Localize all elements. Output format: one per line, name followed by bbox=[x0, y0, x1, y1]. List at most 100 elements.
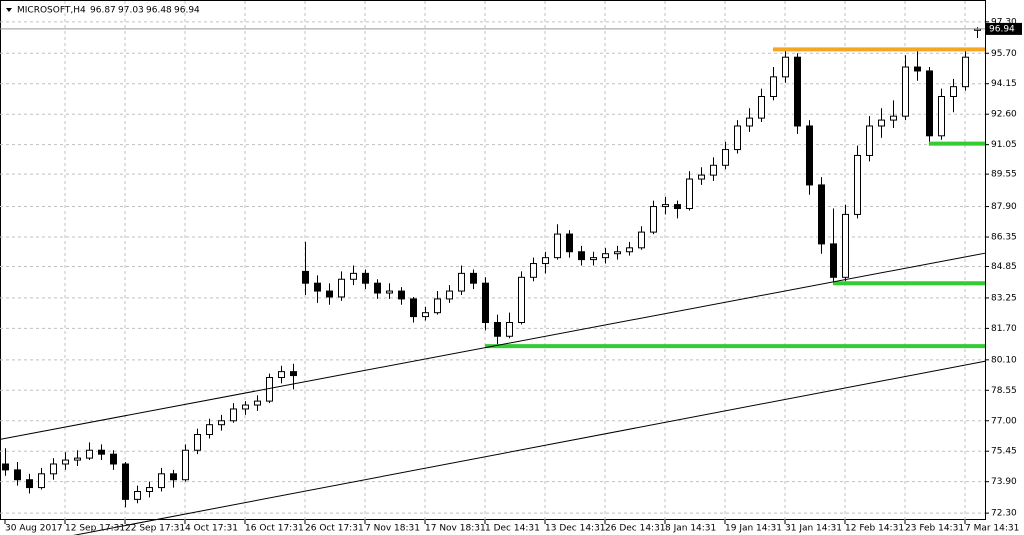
candle-body bbox=[590, 257, 597, 261]
candle-body bbox=[218, 420, 225, 426]
x-tick-label: 7 Mar 14:31 bbox=[965, 524, 1019, 534]
candle-body bbox=[146, 487, 153, 493]
candle-body bbox=[722, 149, 729, 166]
y-tick-label: 81.70 bbox=[991, 324, 1017, 334]
candle-body bbox=[434, 298, 441, 314]
y-tick-label: 97.30 bbox=[991, 17, 1017, 27]
candle-body bbox=[50, 463, 57, 475]
candle-body bbox=[650, 206, 657, 233]
candle-body bbox=[614, 251, 621, 255]
x-tick-label: 31 Jan 14:31 bbox=[785, 524, 842, 534]
candle-body bbox=[518, 276, 525, 323]
candle-body bbox=[470, 272, 477, 284]
candle-body bbox=[758, 96, 765, 119]
x-tick-label: 26 Oct 17:31 bbox=[305, 524, 364, 534]
candle-body bbox=[326, 290, 333, 298]
candle-body bbox=[398, 290, 405, 300]
candle-body bbox=[74, 457, 81, 461]
y-tick-label: 75.45 bbox=[991, 447, 1017, 457]
candle-body bbox=[914, 66, 921, 72]
candle-body bbox=[194, 434, 201, 451]
x-tick-label: 30 Aug 2017 bbox=[5, 524, 63, 534]
ohlc-high: 97.03 bbox=[118, 6, 144, 16]
candle-body bbox=[662, 204, 669, 208]
candle-body bbox=[374, 282, 381, 294]
x-tick-label: 1 Dec 14:31 bbox=[485, 524, 540, 534]
candle-body bbox=[254, 400, 261, 406]
candle-body bbox=[422, 312, 429, 318]
y-tick-label: 80.10 bbox=[991, 355, 1017, 365]
candle-body bbox=[338, 278, 345, 298]
candle-body bbox=[698, 174, 705, 180]
candle-body bbox=[362, 272, 369, 284]
candle-body bbox=[482, 282, 489, 323]
ohlc-low: 96.48 bbox=[146, 6, 172, 16]
ohlc-open: 96.87 bbox=[90, 6, 116, 16]
candle-body bbox=[830, 243, 837, 278]
candle-body bbox=[794, 56, 801, 127]
candle-body bbox=[302, 270, 309, 284]
candle-body bbox=[98, 449, 105, 455]
candle-body bbox=[926, 70, 933, 137]
candle-body bbox=[2, 463, 9, 471]
y-tick-label: 95.70 bbox=[991, 49, 1017, 59]
candle-body bbox=[86, 449, 93, 459]
candle-body bbox=[638, 231, 645, 249]
candle-body bbox=[14, 469, 21, 481]
y-tick-label: 86.35 bbox=[991, 233, 1017, 243]
x-tick-label: 16 Oct 17:31 bbox=[245, 524, 304, 534]
ohlc-close: 96.94 bbox=[174, 6, 200, 16]
marks bbox=[0, 27, 986, 535]
candle-body bbox=[26, 479, 33, 489]
candle-body bbox=[110, 453, 117, 465]
x-tick-label: 23 Feb 14:31 bbox=[905, 524, 964, 534]
candle-body bbox=[386, 290, 393, 294]
candle-body bbox=[134, 491, 141, 500]
candle-body bbox=[170, 473, 177, 481]
candle-body bbox=[842, 213, 849, 278]
y-tick-label: 92.60 bbox=[991, 110, 1017, 120]
x-tick-label: 26 Dec 14:31 bbox=[605, 524, 666, 534]
y-tick-label: 91.05 bbox=[991, 140, 1017, 150]
y-tick-label: 78.55 bbox=[991, 386, 1017, 396]
candle-body bbox=[290, 371, 297, 377]
candle-body bbox=[566, 233, 573, 253]
y-tick-label: 87.90 bbox=[991, 202, 1017, 212]
menu-arrow bbox=[6, 8, 12, 12]
candle-body bbox=[158, 473, 165, 489]
candle-body bbox=[602, 253, 609, 259]
candle-body bbox=[554, 233, 561, 259]
candle-body bbox=[818, 184, 825, 245]
candle-body bbox=[770, 76, 777, 98]
candle-body bbox=[746, 117, 753, 127]
x-tick-label: 12 Feb 14:31 bbox=[845, 524, 904, 534]
candle-body bbox=[242, 404, 249, 410]
candle-body bbox=[494, 321, 501, 337]
candle-body bbox=[542, 257, 549, 265]
candle-body bbox=[506, 321, 513, 337]
x-tick-label: 13 Dec 14:31 bbox=[545, 524, 606, 534]
x-tick-label: 19 Jan 14:31 bbox=[725, 524, 782, 534]
candle-body bbox=[734, 125, 741, 151]
candle-body bbox=[866, 125, 873, 156]
candle-body bbox=[674, 204, 681, 210]
y-tick-label: 94.15 bbox=[991, 79, 1017, 89]
candle-body bbox=[686, 178, 693, 210]
y-tick-label: 83.25 bbox=[991, 293, 1017, 303]
candle-body bbox=[206, 424, 213, 436]
x-tick-label: 12 Sep 17:31 bbox=[65, 524, 125, 534]
candle-body bbox=[890, 115, 897, 121]
candle-body bbox=[62, 459, 69, 465]
candle-body bbox=[938, 96, 945, 137]
candle-body bbox=[578, 251, 585, 261]
y-tick-label: 89.55 bbox=[991, 170, 1017, 180]
last-price-label: 96.94 bbox=[989, 24, 1015, 34]
candle-body bbox=[530, 263, 537, 278]
x-tick-label: 17 Nov 18:31 bbox=[425, 524, 486, 534]
candle-body bbox=[278, 371, 285, 379]
candle-body bbox=[806, 125, 813, 186]
x-tick-label: 8 Jan 14:31 bbox=[665, 524, 716, 534]
candle-body bbox=[710, 164, 717, 176]
